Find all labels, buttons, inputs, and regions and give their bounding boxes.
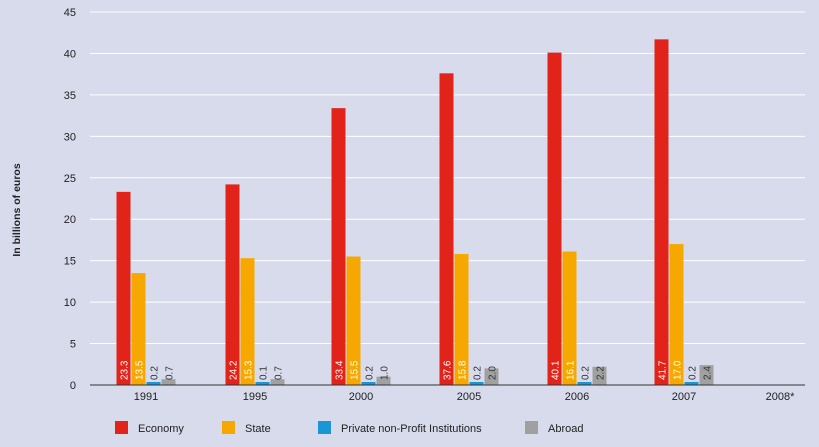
legend-swatch	[115, 421, 128, 434]
legend-label: State	[245, 423, 271, 435]
bar	[669, 244, 684, 385]
bar	[484, 368, 499, 385]
y-tick-label: 30	[64, 131, 76, 143]
bar-value-label: 40.1	[551, 360, 562, 380]
y-tick-label: 15	[64, 256, 76, 268]
x-tick-label: 2000	[349, 391, 373, 403]
bar-value-label: 16.1	[566, 360, 577, 380]
bar	[331, 108, 346, 385]
bar-value-label: 15.3	[244, 360, 255, 380]
legend-swatch	[222, 421, 235, 434]
x-axis-ticks: 1991 1995 2000 2005 2006 2007 2008*	[134, 391, 795, 403]
bar-value-label: 0.2	[473, 366, 484, 380]
bar	[161, 379, 176, 385]
bar-value-label: 17.0	[673, 360, 684, 380]
bar	[146, 382, 161, 385]
bar	[240, 258, 255, 385]
bar	[547, 52, 562, 386]
y-tick-label: 5	[70, 339, 76, 351]
y-axis-ticks: 0 5 10 15 20 25 30 35 40 45	[64, 7, 76, 392]
bar-value-label: 15.8	[458, 360, 469, 380]
bar	[454, 254, 469, 385]
y-tick-label: 20	[64, 214, 76, 226]
y-tick-label: 25	[64, 173, 76, 185]
bar	[225, 184, 240, 385]
legend: Economy State Private non-Profit Instituti…	[115, 421, 583, 435]
bar	[376, 376, 391, 385]
bar	[270, 379, 285, 385]
bar-value-label: 41.7	[658, 360, 669, 380]
bar	[699, 365, 714, 385]
x-tick-label: 2007	[672, 391, 696, 403]
bar-value-label: 0.2	[150, 366, 161, 380]
x-tick-label: 2008*	[766, 391, 795, 403]
bars	[116, 39, 714, 386]
bar	[361, 382, 376, 385]
bar-value-label: 0.7	[274, 366, 285, 380]
bar-value-label: 15.5	[350, 360, 361, 380]
bar	[255, 382, 270, 385]
bar-value-label: 0.2	[581, 366, 592, 380]
bar	[116, 191, 131, 385]
legend-swatch	[318, 421, 331, 434]
bar-value-label: 23.3	[120, 360, 131, 380]
x-tick-label: 2006	[565, 391, 589, 403]
bar-value-labels: 23.3 13.5 0.2 0.7 24.2 15.3 0.1 0.7 33.4 15.5 0.2 1…	[120, 360, 714, 380]
legend-swatch	[525, 421, 538, 434]
bar	[439, 73, 454, 386]
bar	[654, 39, 669, 385]
bar-value-label: 2.2	[596, 366, 607, 380]
bar-value-label: 2.0	[488, 366, 499, 380]
bar	[577, 382, 592, 385]
bar-value-label: 37.6	[443, 360, 454, 380]
bar-value-label: 0.2	[365, 366, 376, 380]
bar-value-label: 2.4	[703, 366, 714, 380]
bar	[469, 382, 484, 385]
bar-value-label: 24.2	[229, 360, 240, 380]
y-tick-label: 35	[64, 90, 76, 102]
y-tick-label: 45	[64, 7, 76, 19]
bar	[562, 251, 577, 385]
bar-value-label: 0.1	[259, 366, 270, 380]
bar	[346, 256, 361, 385]
bar-value-label: 13.5	[135, 360, 146, 380]
bar	[684, 382, 699, 385]
legend-label: Private non-Profit Institutions	[341, 423, 482, 435]
y-axis-label: In billions of euros	[11, 163, 23, 256]
bar-value-label: 0.2	[688, 366, 699, 380]
x-tick-label: 1995	[243, 391, 267, 403]
bar	[592, 366, 607, 385]
y-tick-label: 0	[70, 380, 76, 392]
legend-label: Economy	[138, 423, 184, 435]
bar-value-label: 0.7	[165, 366, 176, 380]
x-tick-label: 1991	[134, 391, 158, 403]
bar-value-label: 1.0	[380, 366, 391, 380]
bar-value-label: 33.4	[335, 360, 346, 380]
y-tick-label: 40	[64, 48, 76, 60]
bar	[131, 273, 146, 385]
y-tick-label: 10	[64, 297, 76, 309]
x-tick-label: 2005	[457, 391, 481, 403]
legend-label: Abroad	[548, 423, 583, 435]
